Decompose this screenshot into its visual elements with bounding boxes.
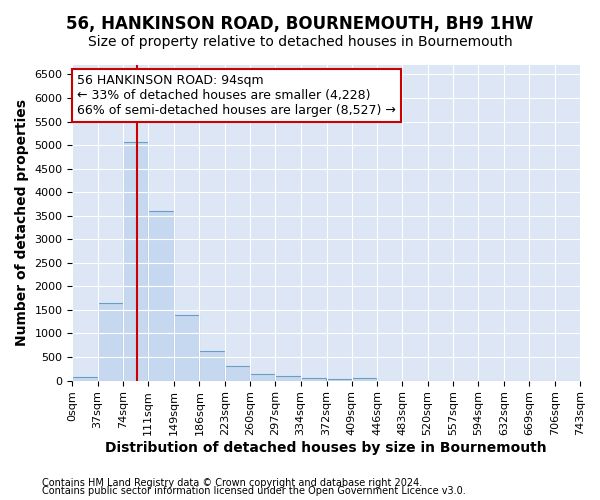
Bar — [352, 378, 377, 380]
Bar — [326, 378, 352, 380]
Y-axis label: Number of detached properties: Number of detached properties — [15, 100, 29, 346]
Bar — [73, 377, 98, 380]
Text: 56 HANKINSON ROAD: 94sqm
← 33% of detached houses are smaller (4,228)
66% of sem: 56 HANKINSON ROAD: 94sqm ← 33% of detach… — [77, 74, 397, 118]
Bar — [174, 314, 199, 380]
Bar — [275, 376, 301, 380]
Bar — [250, 374, 275, 380]
Text: 56, HANKINSON ROAD, BOURNEMOUTH, BH9 1HW: 56, HANKINSON ROAD, BOURNEMOUTH, BH9 1HW — [67, 15, 533, 33]
Text: Contains HM Land Registry data © Crown copyright and database right 2024.: Contains HM Land Registry data © Crown c… — [42, 478, 422, 488]
Bar — [123, 142, 148, 380]
Bar — [225, 366, 250, 380]
Text: Contains public sector information licensed under the Open Government Licence v3: Contains public sector information licen… — [42, 486, 466, 496]
Bar — [148, 211, 173, 380]
Bar — [98, 303, 123, 380]
Bar — [301, 378, 326, 380]
Bar — [199, 352, 225, 380]
X-axis label: Distribution of detached houses by size in Bournemouth: Distribution of detached houses by size … — [106, 441, 547, 455]
Text: Size of property relative to detached houses in Bournemouth: Size of property relative to detached ho… — [88, 35, 512, 49]
